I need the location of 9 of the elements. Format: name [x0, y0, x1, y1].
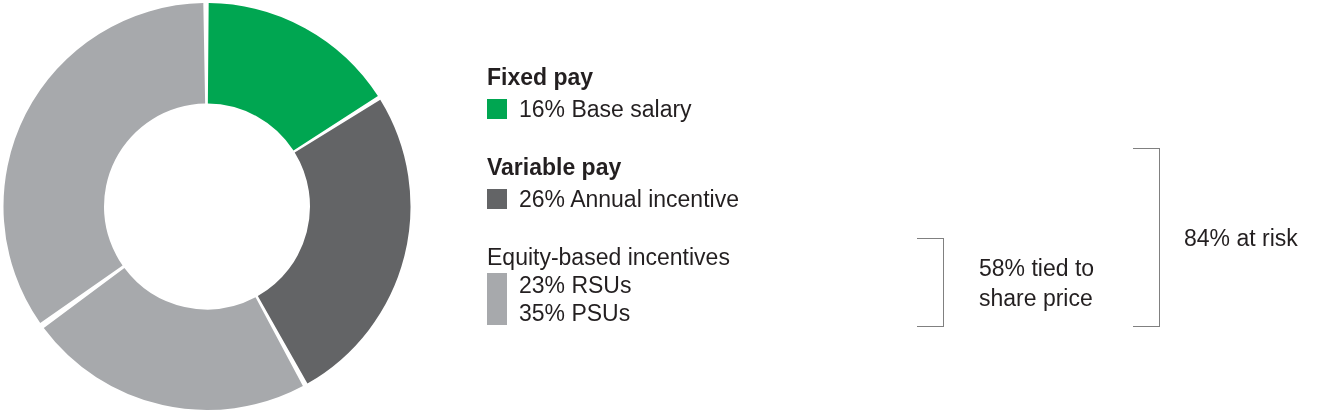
- text: 58% tied to share price: [979, 253, 1096, 313]
- legend-label: 16% Base salary: [519, 96, 692, 122]
- text: Variable pay: [487, 153, 623, 181]
- text: Fixed pay: [487, 63, 595, 91]
- text: Equity-based incentives: [487, 243, 731, 271]
- legend-label: 26% Annual incentive: [519, 186, 739, 212]
- legend-label: 23% RSUs: [519, 272, 632, 298]
- legend-label: 35% PSUs: [519, 300, 631, 326]
- text: 84% at risk: [1184, 223, 1298, 253]
